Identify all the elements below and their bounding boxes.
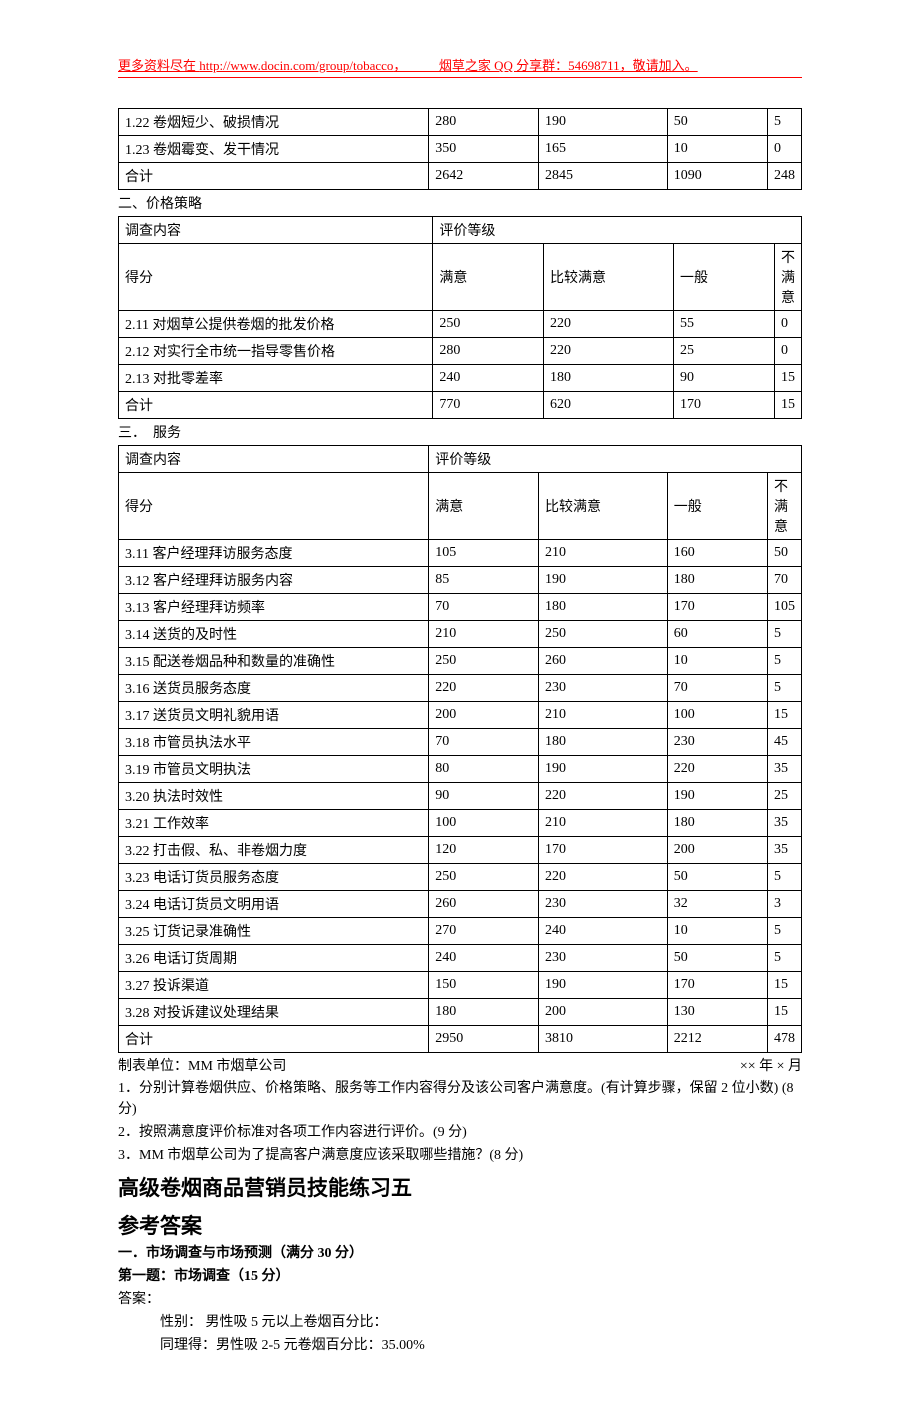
section3-title: 三． 服务 <box>118 419 802 445</box>
table-header-row: 得分 满意 比较满意 一般 不满意 <box>119 244 802 311</box>
footer-left: 制表单位：MM 市烟草公司 <box>118 1055 286 1075</box>
heading-section: 一．市场调查与市场预测（满分 30 分） <box>118 1242 802 1265</box>
header-link[interactable]: http://www.docin.com/group/tobacco <box>199 58 393 73</box>
table-row: 3.11 客户经理拜访服务态度10521016050 <box>119 540 802 567</box>
table-row: 3.23 电话订货员服务态度250220505 <box>119 864 802 891</box>
table-row: 3.20 执法时效性9022019025 <box>119 783 802 810</box>
answer-line1: 性别： 男性吸 5 元以上卷烟百分比： <box>118 1311 802 1334</box>
header-prefix: 更多资料尽在 <box>118 58 199 73</box>
table-footer: 制表单位：MM 市烟草公司 ×× 年 × 月 <box>118 1053 802 1077</box>
table-row: 3.24 电话订货员文明用语260230323 <box>119 891 802 918</box>
table-header-row: 调查内容 评价等级 <box>119 217 802 244</box>
table-row: 3.26 电话订货周期240230505 <box>119 945 802 972</box>
table-header-row: 调查内容 评价等级 <box>119 446 802 473</box>
table-row: 3.21 工作效率10021018035 <box>119 810 802 837</box>
heading-title: 高级卷烟商品营销员技能练习五 <box>118 1173 802 1205</box>
footer-right: ×× 年 × 月 <box>740 1055 802 1075</box>
table-row: 3.28 对投诉建议处理结果18020013015 <box>119 999 802 1026</box>
table-row: 3.16 送货员服务态度220230705 <box>119 675 802 702</box>
table-row-total: 合计 2642 2845 1090 248 <box>119 163 802 190</box>
table-row: 3.17 送货员文明礼貌用语20021010015 <box>119 702 802 729</box>
table-row: 2.13 对批零差率2401809015 <box>119 365 802 392</box>
table-row: 3.27 投诉渠道15019017015 <box>119 972 802 999</box>
page-header: 更多资料尽在 http://www.docin.com/group/tobacc… <box>118 55 802 78</box>
section2-title: 二、价格策略 <box>118 190 802 216</box>
table-section3: 调查内容 评价等级 得分 满意 比较满意 一般 不满意 3.11 客户经理拜访服… <box>118 445 802 1053</box>
table-row: 3.18 市管员执法水平7018023045 <box>119 729 802 756</box>
table-header-row: 得分 满意 比较满意 一般 不满意 <box>119 473 802 540</box>
table-row: 3.14 送货的及时性210250605 <box>119 621 802 648</box>
table-row: 3.19 市管员文明执法8019022035 <box>119 756 802 783</box>
heading-subtitle: 参考答案 <box>118 1211 802 1243</box>
table-row: 3.25 订货记录准确性270240105 <box>119 918 802 945</box>
table-row: 3.12 客户经理拜访服务内容8519018070 <box>119 567 802 594</box>
table-section2: 调查内容 评价等级 得分 满意 比较满意 一般 不满意 2.11 对烟草公提供卷… <box>118 216 802 419</box>
question-3: 3．MM 市烟草公司为了提高客户满意度应该采取哪些措施？(8 分) <box>118 1144 802 1167</box>
table-row: 3.22 打击假、私、非卷烟力度12017020035 <box>119 837 802 864</box>
header-suffix: ， 烟草之家 QQ 分享群：54698711，敬请加入。 <box>393 58 697 73</box>
answer-label: 答案： <box>118 1288 802 1311</box>
answer-line2: 同理得：男性吸 2-5 元卷烟百分比：35.00% <box>118 1334 802 1357</box>
table-section1-tail: 1.22 卷烟短少、破损情况 280 190 50 5 1.23 卷烟霉变、发干… <box>118 108 802 190</box>
table-row: 1.22 卷烟短少、破损情况 280 190 50 5 <box>119 109 802 136</box>
table-row: 3.13 客户经理拜访频率70180170105 <box>119 594 802 621</box>
table-row: 2.12 对实行全市统一指导零售价格280220250 <box>119 338 802 365</box>
heading-question: 第一题：市场调查（15 分） <box>118 1265 802 1288</box>
question-2: 2．按照满意度评价标准对各项工作内容进行评价。(9 分) <box>118 1121 802 1144</box>
table-row: 2.11 对烟草公提供卷烟的批发价格250220550 <box>119 311 802 338</box>
question-1: 1．分别计算卷烟供应、价格策略、服务等工作内容得分及该公司客户满意度。(有计算步… <box>118 1077 802 1121</box>
table-row: 3.15 配送卷烟品种和数量的准确性250260105 <box>119 648 802 675</box>
table-row: 1.23 卷烟霉变、发干情况 350 165 10 0 <box>119 136 802 163</box>
table-row-total: 合计295038102212478 <box>119 1026 802 1053</box>
table-row-total: 合计77062017015 <box>119 392 802 419</box>
